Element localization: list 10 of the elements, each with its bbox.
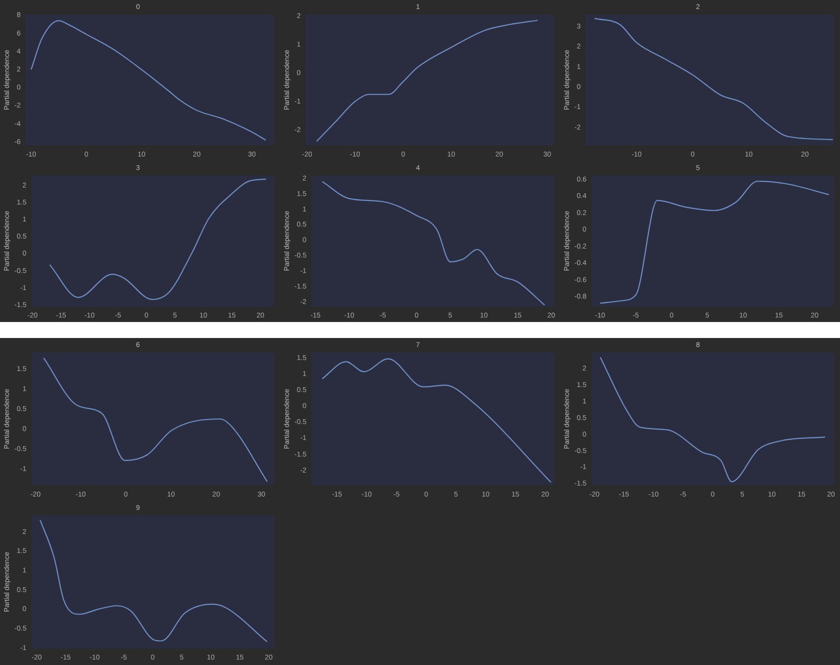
line-series (322, 358, 552, 483)
line-series (600, 356, 826, 482)
line-series (49, 178, 267, 300)
line-series (316, 20, 538, 142)
line-series (40, 519, 268, 642)
line-series (30, 20, 266, 141)
line-series (43, 357, 268, 482)
line-series (600, 180, 830, 304)
line-series (594, 18, 834, 140)
line-series (322, 181, 546, 306)
